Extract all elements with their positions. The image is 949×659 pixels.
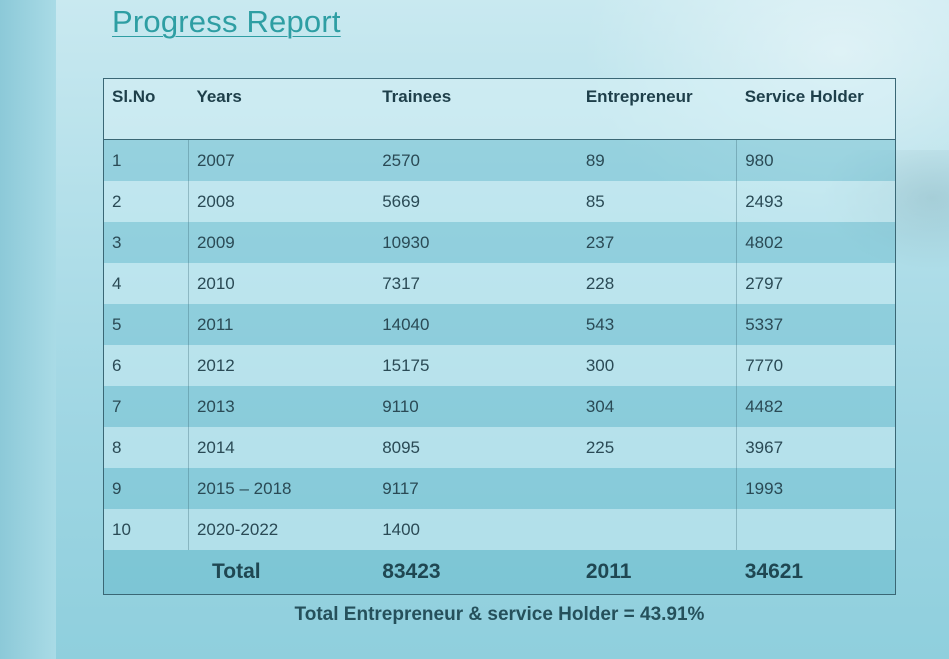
cell-years: 2012 [196,355,235,375]
table-row: 5 2011 14040 543 5337 [103,304,896,345]
page-title: Progress Report [112,4,341,39]
summary-footer: Total Entrepreneur & service Holder = 43… [294,604,705,625]
cell-sl-no: 7 [103,386,189,427]
cell-entrepreneur: 304 [577,386,738,427]
total-trainees: 83423 [374,550,578,595]
background-left-band [0,0,56,659]
cell-sl-no: 9 [103,468,189,509]
cell-trainees: 5669 [382,191,421,211]
cell-years: 2020-2022 [196,519,279,539]
header-sl-no: Sl.No [103,78,189,140]
cell-service-holder: 1993 [745,478,784,498]
header-trainees: Trainees [374,78,578,140]
cell-trainees: 1400 [382,519,421,539]
cell-sl-no: 8 [103,427,189,468]
header-entrepreneur: Entrepreneur [577,78,737,140]
cell-entrepreneur: 228 [577,263,738,304]
progress-table: Sl.No Years Trainees Entrepreneur Servic… [103,78,896,595]
table-row: 6 2012 15175 300 7770 [103,345,896,386]
table-row: 9 2015 – 2018 9117 1993 [103,468,896,509]
cell-sl-no: 3 [103,222,189,263]
cell-service-holder: 4802 [745,232,784,252]
cell-trainees: 10930 [382,232,430,252]
cell-trainees: 2570 [382,150,421,170]
cell-entrepreneur: 300 [577,345,738,386]
table-row: 2 2008 5669 85 2493 [103,181,896,222]
cell-trainees: 9117 [382,478,419,498]
cell-trainees: 14040 [382,314,430,334]
cell-trainees: 15175 [382,355,430,375]
cell-service-holder: 4482 [745,396,784,416]
cell-years: 2011 [196,314,234,334]
cell-sl-no: 2 [103,181,189,222]
cell-service-holder [737,509,896,550]
cell-entrepreneur [577,509,738,550]
table-header-row: Sl.No Years Trainees Entrepreneur Servic… [103,78,896,140]
cell-service-holder: 5337 [745,314,784,334]
table-row: 8 2014 8095 225 3967 [103,427,896,468]
cell-years: 2013 [196,396,235,416]
cell-years: 2014 [196,437,235,457]
total-entrepreneur: 2011 [577,550,737,595]
cell-entrepreneur: 85 [577,181,738,222]
total-service-holder: 34621 [736,550,896,595]
cell-trainees: 7317 [382,273,421,293]
table-row: 3 2009 10930 237 4802 [103,222,896,263]
background-shadow [820,150,949,270]
total-row: Total 83423 2011 34621 [103,550,896,595]
cell-trainees: 9110 [382,396,419,416]
cell-service-holder: 7770 [745,355,784,375]
cell-entrepreneur [577,468,738,509]
cell-entrepreneur: 543 [577,304,738,345]
header-service-holder: Service Holder [736,78,896,140]
cell-years: 2008 [196,191,235,211]
table-row: 7 2013 9110 304 4482 [103,386,896,427]
cell-sl-no: 5 [103,304,189,345]
header-years: Years [188,78,375,140]
cell-years: 2009 [196,232,235,252]
cell-entrepreneur: 225 [577,427,738,468]
cell-sl-no: 1 [103,139,189,181]
cell-service-holder: 980 [745,150,774,170]
cell-service-holder: 2797 [745,273,784,293]
cell-years: 2010 [196,273,235,293]
cell-service-holder: 2493 [745,191,784,211]
cell-entrepreneur: 89 [577,139,738,181]
table-row: 4 2010 7317 228 2797 [103,263,896,304]
cell-sl-no: 4 [103,263,189,304]
table-row: 10 2020-2022 1400 [103,509,896,550]
total-label: Total [103,550,375,595]
cell-entrepreneur: 237 [577,222,738,263]
cell-sl-no: 10 [103,509,189,550]
cell-years: 2007 [196,150,235,170]
cell-years: 2015 – 2018 [196,478,292,498]
table-row: 1 2007 2570 89 980 [103,139,896,181]
cell-trainees: 8095 [382,437,421,457]
cell-sl-no: 6 [103,345,189,386]
cell-service-holder: 3967 [745,437,784,457]
